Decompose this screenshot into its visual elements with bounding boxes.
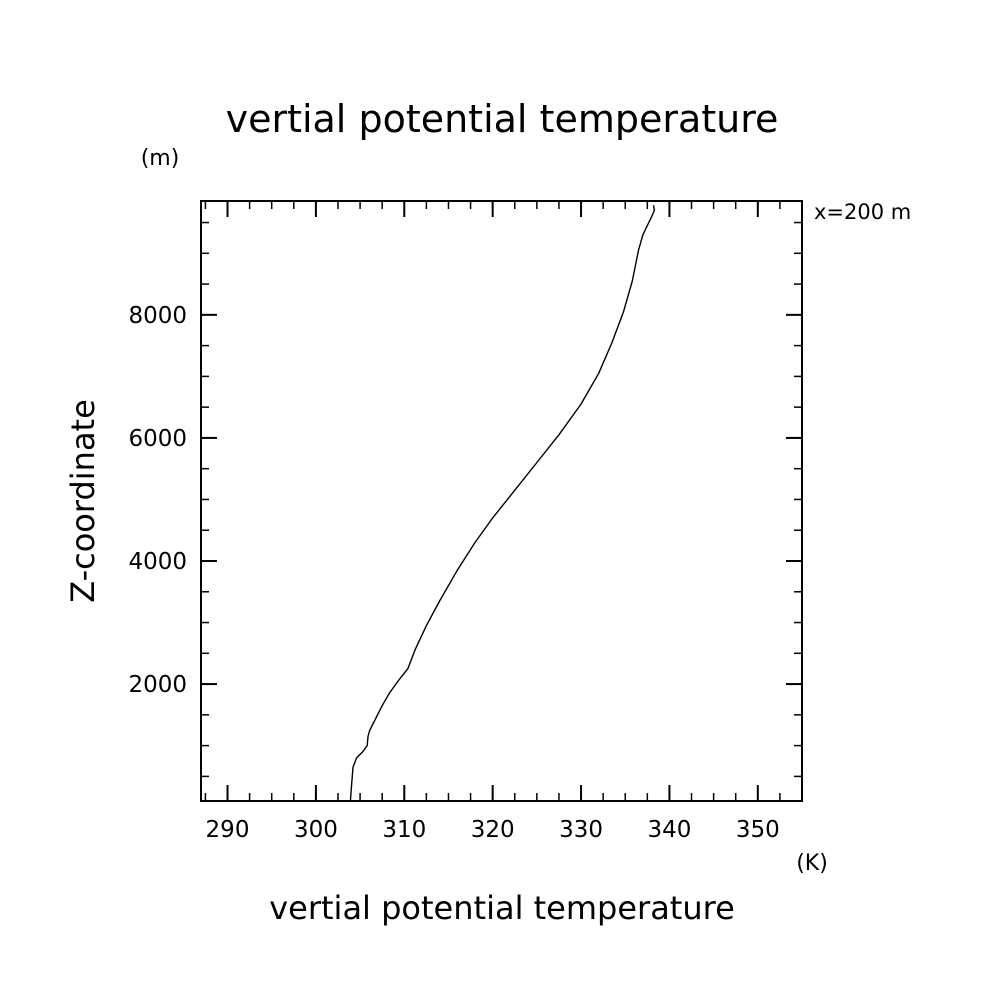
x-tick-label: 350	[736, 817, 780, 843]
chart-title: vertial potential temperature	[226, 97, 779, 141]
series-line-0	[349, 205, 656, 802]
ticks-layer	[201, 201, 803, 801]
y-tick-label: 2000	[128, 672, 187, 698]
tick-labels-layer: 290 300 310 320 330 340 350 2000 4000 6000 8000	[128, 303, 779, 843]
x-tick-label: 340	[647, 817, 691, 843]
y-tick-label: 6000	[128, 426, 187, 452]
y-axis-label: Z-coordinate	[64, 399, 102, 603]
x-tick-label: 290	[206, 817, 250, 843]
x-axis-label: vertial potential temperature	[269, 889, 735, 927]
annotation-label: x=200 m	[814, 200, 911, 224]
x-tick-label: 320	[471, 817, 515, 843]
x-tick-label: 300	[294, 817, 338, 843]
x-unit-label: (K)	[796, 851, 828, 876]
plot-frame	[200, 200, 803, 802]
y-tick-label: 4000	[128, 549, 187, 575]
y-tick-label: 8000	[128, 303, 187, 329]
y-unit-label: (m)	[141, 146, 180, 171]
series-layer	[349, 205, 656, 802]
x-tick-label: 310	[382, 817, 426, 843]
x-tick-label: 330	[559, 817, 603, 843]
